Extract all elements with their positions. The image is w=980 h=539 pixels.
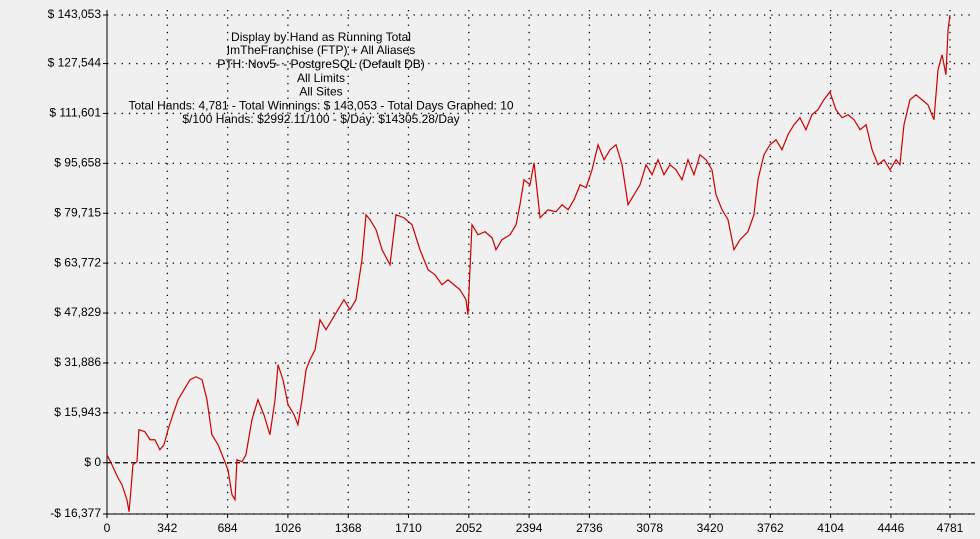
y-tick-label: $ 15,943 [54, 405, 101, 419]
x-tick-label: 2736 [576, 521, 603, 535]
y-tick-label: $ 111,601 [49, 106, 101, 120]
y-tick-label: $ 0 [84, 455, 101, 469]
x-tick-label: 0 [104, 521, 111, 535]
x-tick-label: 3078 [636, 521, 663, 535]
x-tick-label: 4781 [937, 521, 964, 535]
subtitle-line: PTH: Nov5- - PostgreSQL (Default DB) [217, 57, 425, 71]
y-tick-label: $ 143,053 [48, 7, 102, 21]
y-tick-label: $ 47,829 [54, 305, 101, 319]
y-tick-label: $ 63,772 [54, 255, 101, 269]
x-tick-label: 4104 [817, 521, 844, 535]
x-tick-label: 3762 [757, 521, 784, 535]
x-tick-label: 4446 [878, 521, 905, 535]
x-tick-label: 684 [218, 521, 238, 535]
subtitle-line: Total Hands: 4,781 - Total Winnings: $ 1… [128, 98, 513, 112]
x-tick-label: 3420 [697, 521, 724, 535]
y-tick-label: $ 31,886 [54, 355, 101, 369]
subtitle-line: $/100 Hands: $2992.11/100 - $/Day: $1430… [182, 112, 459, 126]
x-tick-label: 1026 [275, 521, 302, 535]
line-series [106, 14, 951, 512]
x-tick-label: 2394 [516, 521, 543, 535]
subtitle-line: ImTheFranchise (FTP) + All Aliases [227, 43, 415, 57]
subtitle-line: All Sites [299, 85, 342, 99]
y-tick-label: $ 79,715 [54, 205, 101, 219]
chart-title: Display by Hand as Running Total [231, 30, 411, 44]
x-tick-label: 342 [157, 521, 177, 535]
x-tick-label: 1710 [395, 521, 422, 535]
y-tick-label: $ 127,544 [48, 56, 102, 70]
y-tick-label: $ 95,658 [54, 156, 101, 170]
x-tick-label: 2052 [455, 521, 482, 535]
y-tick-label: -$ 16,377 [50, 506, 101, 520]
x-tick-label: 1368 [335, 521, 362, 535]
subtitle-line: All Limits [297, 71, 345, 85]
